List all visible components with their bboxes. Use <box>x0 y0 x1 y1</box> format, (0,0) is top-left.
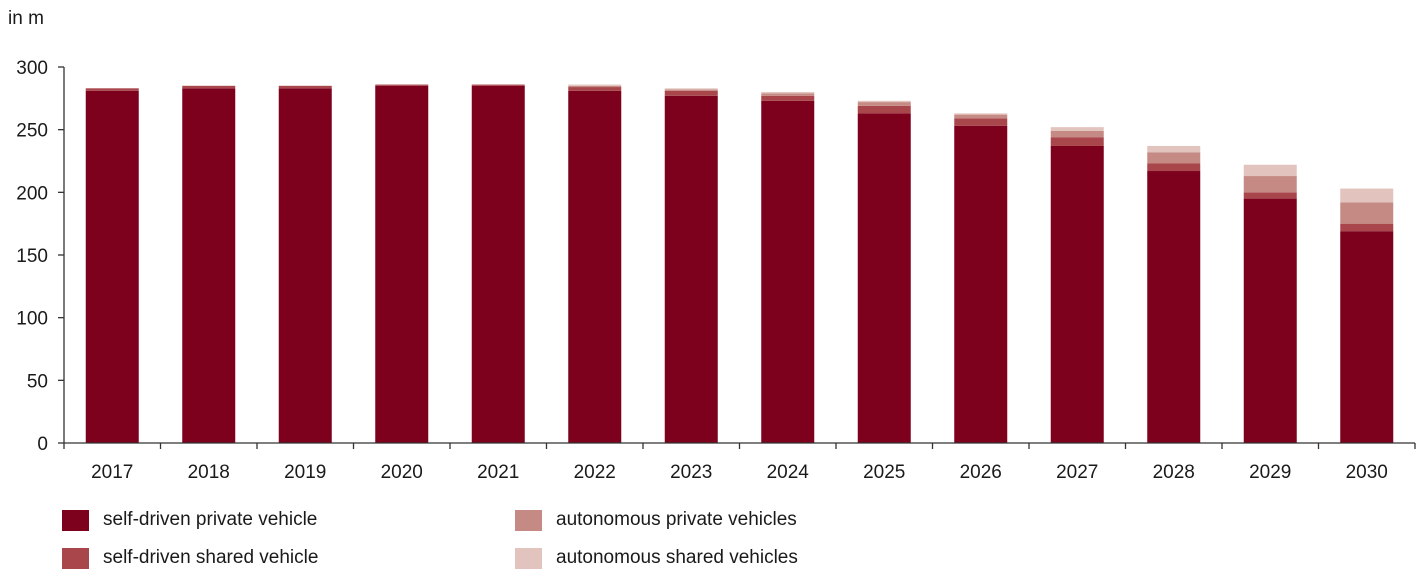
x-tick-label: 2021 <box>477 462 519 483</box>
bar-segment-2026-series-0 <box>954 125 1008 443</box>
bar-segment-2029-series-1 <box>1243 192 1297 199</box>
bar-segment-2030-series-2 <box>1340 202 1394 224</box>
bar-segment-2025-series-0 <box>857 113 911 443</box>
bar-segment-2026-series-1 <box>954 118 1008 126</box>
bar-segment-2028-series-1 <box>1147 163 1201 172</box>
x-tick-label: 2018 <box>188 462 230 483</box>
bar-segment-2024-series-1 <box>761 95 815 101</box>
bar-segment-2027-series-0 <box>1050 145 1104 443</box>
x-tick-label: 2027 <box>1056 462 1098 483</box>
bar-segment-2030-series-0 <box>1340 231 1394 443</box>
y-tick-label: 200 <box>16 183 48 204</box>
bar-segment-2029-series-0 <box>1243 198 1297 443</box>
bar-segment-2024-series-3 <box>761 92 815 94</box>
y-tick-label: 250 <box>16 121 48 142</box>
x-tick-label: 2025 <box>863 462 905 483</box>
bar-segment-2025-series-1 <box>857 105 911 114</box>
bar-segment-2029-series-3 <box>1243 164 1297 177</box>
bar-segment-2023-series-0 <box>664 95 718 444</box>
bar-segment-2027-series-2 <box>1050 130 1104 138</box>
bar-segment-2021-series-0 <box>471 85 525 444</box>
bar-segment-2022-series-0 <box>568 90 622 444</box>
bar-segment-2022-series-1 <box>568 87 622 91</box>
y-tick-label: 150 <box>16 246 48 267</box>
x-tick-label: 2019 <box>284 462 326 483</box>
y-tick-label: 50 <box>27 371 48 392</box>
y-tick-label: 100 <box>16 309 48 330</box>
bar-segment-2022-series-2 <box>568 85 622 88</box>
bar-segment-2019-series-1 <box>278 85 332 89</box>
x-tick-label: 2020 <box>381 462 423 483</box>
bar-segment-2028-series-0 <box>1147 171 1201 443</box>
bar-segment-2028-series-3 <box>1147 145 1201 153</box>
bar-segment-2027-series-1 <box>1050 137 1104 146</box>
bar-segment-2020-series-1 <box>375 84 429 86</box>
x-tick-label: 2030 <box>1346 462 1388 483</box>
bar-segment-2024-series-2 <box>761 93 815 96</box>
bar-segment-2025-series-2 <box>857 102 911 106</box>
bar-segment-2017-series-0 <box>85 90 139 444</box>
x-tick-label: 2017 <box>91 462 133 483</box>
bar-segment-2028-series-2 <box>1147 152 1201 164</box>
x-tick-label: 2026 <box>960 462 1002 483</box>
y-axis-unit-label: in m <box>8 8 44 29</box>
bar-segment-2025-series-3 <box>857 100 911 103</box>
bar-segment-2020-series-0 <box>375 85 429 444</box>
x-tick-label: 2028 <box>1153 462 1195 483</box>
bar-segment-2029-series-2 <box>1243 176 1297 193</box>
bar-segment-2023-series-2 <box>664 89 718 91</box>
bar-segment-2018-series-1 <box>182 85 236 89</box>
bar-segment-2022-series-3 <box>568 84 622 86</box>
bar-segment-2024-series-0 <box>761 100 815 443</box>
x-tick-label: 2024 <box>767 462 810 483</box>
bar-segment-2019-series-0 <box>278 88 332 443</box>
x-tick-label: 2022 <box>574 462 616 483</box>
bar-segment-2023-series-1 <box>664 90 718 96</box>
x-tick-label: 2029 <box>1249 462 1291 483</box>
y-tick-label: 0 <box>37 434 48 455</box>
bar-segment-2026-series-3 <box>954 113 1008 115</box>
bar-segment-2026-series-2 <box>954 114 1008 119</box>
bar-segment-2021-series-1 <box>471 84 525 86</box>
bar-segment-2017-series-1 <box>85 88 139 91</box>
y-tick-label: 300 <box>16 58 48 79</box>
bar-segment-2027-series-3 <box>1050 127 1104 131</box>
bar-segment-2030-series-1 <box>1340 223 1394 232</box>
x-tick-label: 2023 <box>670 462 712 483</box>
bar-segment-2018-series-0 <box>182 88 236 443</box>
bar-segment-2030-series-3 <box>1340 188 1394 203</box>
bar-segment-2023-series-3 <box>664 88 718 90</box>
